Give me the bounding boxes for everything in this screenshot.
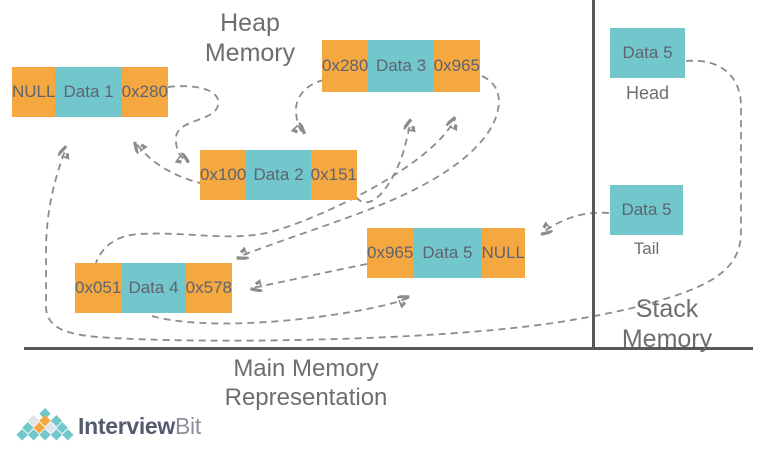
heap-node-4: 0x051 Data 4 0x578 [75,263,232,313]
heap-memory-title: Heap Memory [204,9,296,67]
node-1-prev-cell: NULL [12,67,56,117]
heap-node-3: 0x280 Data 3 0x965 [322,40,480,92]
main-memory-title: Main Memory Representation [224,355,388,411]
arrow-node2-next-to-node3 [355,121,411,204]
node-2-data-cell: Data 2 [246,150,311,200]
node-1-next-cell: 0x280 [121,67,168,117]
logo-brand-secondary: Bit [175,412,201,439]
node-3-next-cell: 0x965 [433,40,480,92]
heap-node-5: 0x965 Data 5 NULL [367,228,525,278]
stack-tail-box: Data 5 [610,185,683,235]
heap-node-1: NULL Data 1 0x280 [12,67,168,117]
arrow-node5-prev-to-node4 [252,263,368,288]
node-4-data-cell: Data 4 [121,263,186,313]
interviewbit-logo-icon [16,407,74,441]
main-memory-base-line [24,347,753,350]
node-3-prev-cell: 0x280 [322,40,369,92]
arrow-node3-prev-to-node2 [296,79,325,133]
node-4-next-cell: 0x578 [185,263,232,313]
interviewbit-logo-text: InterviewBit [78,413,201,440]
node-4-prev-cell: 0x051 [75,263,122,313]
node-5-data-cell: Data 5 [413,228,482,278]
arrow-stack-tail-to-node5 [542,211,610,233]
stack-memory-title: Stack Memory [621,295,713,353]
node-2-prev-cell: 0x100 [200,150,247,200]
heap-node-2: 0x100 Data 2 0x151 [200,150,357,200]
interviewbit-logo: InterviewBit [16,407,201,445]
stack-heap-divider-line [592,0,595,348]
stack-tail-label: Tail [633,239,660,258]
node-5-prev-cell: 0x965 [367,228,414,278]
node-3-data-cell: Data 3 [368,40,434,92]
stack-head-label: Head [625,83,670,103]
arrow-node2-prev-to-node1 [136,143,205,185]
logo-brand-primary: Interview [78,412,176,439]
node-1-data-cell: Data 1 [55,67,122,117]
stack-head-box: Data 5 [610,28,685,78]
node-5-next-cell: NULL [481,228,525,278]
node-2-next-cell: 0x151 [310,150,357,200]
